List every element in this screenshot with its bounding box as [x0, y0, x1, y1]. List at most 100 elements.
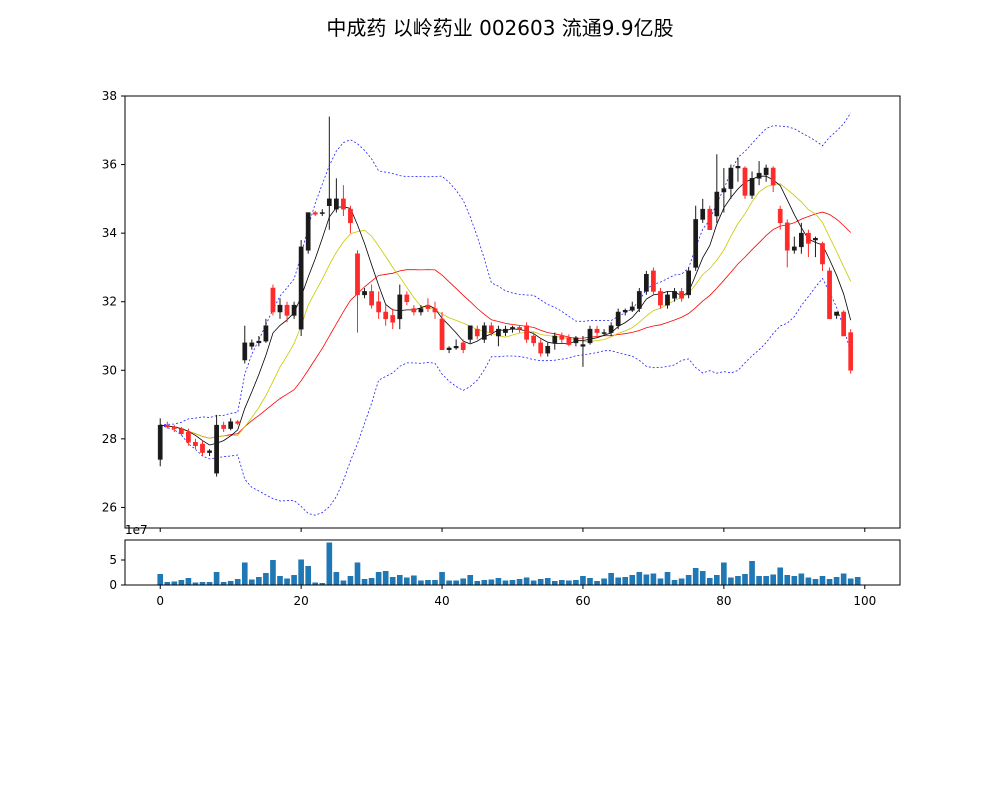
candle-body	[496, 328, 501, 337]
volume-bar	[340, 580, 347, 585]
candle	[467, 325, 473, 343]
volume-bar	[608, 573, 614, 585]
candle	[200, 440, 205, 456]
candle-body	[672, 291, 677, 299]
candle	[608, 322, 614, 336]
candle	[207, 449, 212, 456]
volume-x-tick-label: 80	[716, 594, 731, 608]
candle-body	[848, 332, 854, 371]
volume-bar	[728, 577, 734, 585]
candle-body	[644, 274, 649, 292]
volume-bar	[615, 577, 621, 585]
volume-bar	[270, 560, 276, 585]
volume-bar	[566, 580, 572, 585]
volume-bar	[636, 572, 643, 585]
candle-body	[256, 340, 262, 344]
candle	[404, 291, 410, 306]
candle	[763, 164, 769, 182]
candle	[510, 325, 515, 333]
candle	[742, 166, 748, 199]
volume-bar	[791, 576, 798, 585]
candle-body	[763, 167, 769, 176]
candle	[432, 301, 438, 319]
volume-bar	[375, 572, 382, 585]
candle-body	[679, 291, 684, 299]
volume-bar	[678, 578, 685, 585]
y-tick-label: 30	[102, 363, 117, 377]
volume-bar	[157, 574, 164, 585]
candle	[453, 339, 459, 350]
candle-body	[813, 238, 818, 241]
volume-bar	[326, 542, 333, 585]
volume-x-ticks: 0 20 40 60 80 100	[156, 585, 876, 608]
volume-bar	[770, 574, 776, 585]
candle-body	[319, 212, 325, 214]
volume-bar	[580, 576, 586, 585]
candle-body	[453, 346, 459, 349]
candle-body	[552, 335, 558, 344]
candle	[665, 291, 670, 309]
candle-body	[841, 311, 846, 337]
volume-bar	[249, 579, 255, 585]
volume-bar	[530, 580, 537, 585]
candle-body	[601, 332, 607, 334]
y-tick-label: 26	[102, 500, 117, 514]
candle	[580, 336, 586, 367]
candle	[658, 288, 663, 309]
candle	[714, 154, 720, 223]
volume-bar	[277, 576, 283, 585]
candle	[284, 301, 290, 323]
candle-body	[784, 222, 790, 251]
candle	[348, 205, 353, 234]
volume-bar	[396, 575, 403, 585]
candle-body	[467, 325, 473, 340]
candle	[573, 336, 579, 347]
candle-body	[749, 178, 755, 196]
candle-body	[531, 335, 536, 344]
volume-bar	[446, 580, 452, 585]
candle	[326, 116, 332, 230]
candle-body	[622, 310, 628, 313]
volume-bar	[185, 578, 192, 585]
candle-body	[615, 311, 621, 326]
volume-bar	[488, 579, 495, 585]
candle-body	[171, 426, 177, 429]
lower-band-line	[160, 277, 852, 516]
volume-bar	[291, 575, 297, 585]
volume-bar	[495, 578, 502, 585]
candle	[848, 329, 854, 374]
candle	[841, 310, 846, 337]
volume-bar	[587, 578, 593, 585]
candle	[686, 267, 691, 299]
candle	[411, 305, 417, 316]
volume-bar	[298, 559, 304, 585]
candle-body	[806, 232, 811, 244]
candle-body	[770, 167, 776, 186]
volume-bar	[460, 578, 466, 585]
volume-bar	[721, 562, 727, 585]
candle	[700, 198, 706, 223]
candle	[721, 168, 727, 213]
price-panel: 26 28 30 32 34 36 38	[102, 89, 901, 532]
candle	[615, 308, 621, 330]
volume-bar	[664, 572, 671, 585]
volume-bar	[439, 572, 445, 585]
candle-body	[291, 304, 297, 316]
volume-bar	[171, 581, 178, 585]
volume-bar	[241, 562, 248, 585]
candle-body	[362, 291, 367, 296]
volume-bar	[622, 577, 629, 585]
candle-body	[312, 212, 318, 215]
candle	[644, 270, 649, 295]
volume-bar	[481, 580, 488, 585]
volume-bar	[833, 577, 840, 585]
candle	[376, 291, 382, 319]
candle-body	[573, 337, 579, 344]
candle	[242, 325, 248, 364]
candle	[566, 334, 572, 347]
candle	[538, 339, 544, 357]
candle-body	[636, 291, 642, 309]
volume-bar	[763, 576, 769, 585]
candle-body	[707, 208, 713, 230]
candle-body	[348, 208, 353, 224]
